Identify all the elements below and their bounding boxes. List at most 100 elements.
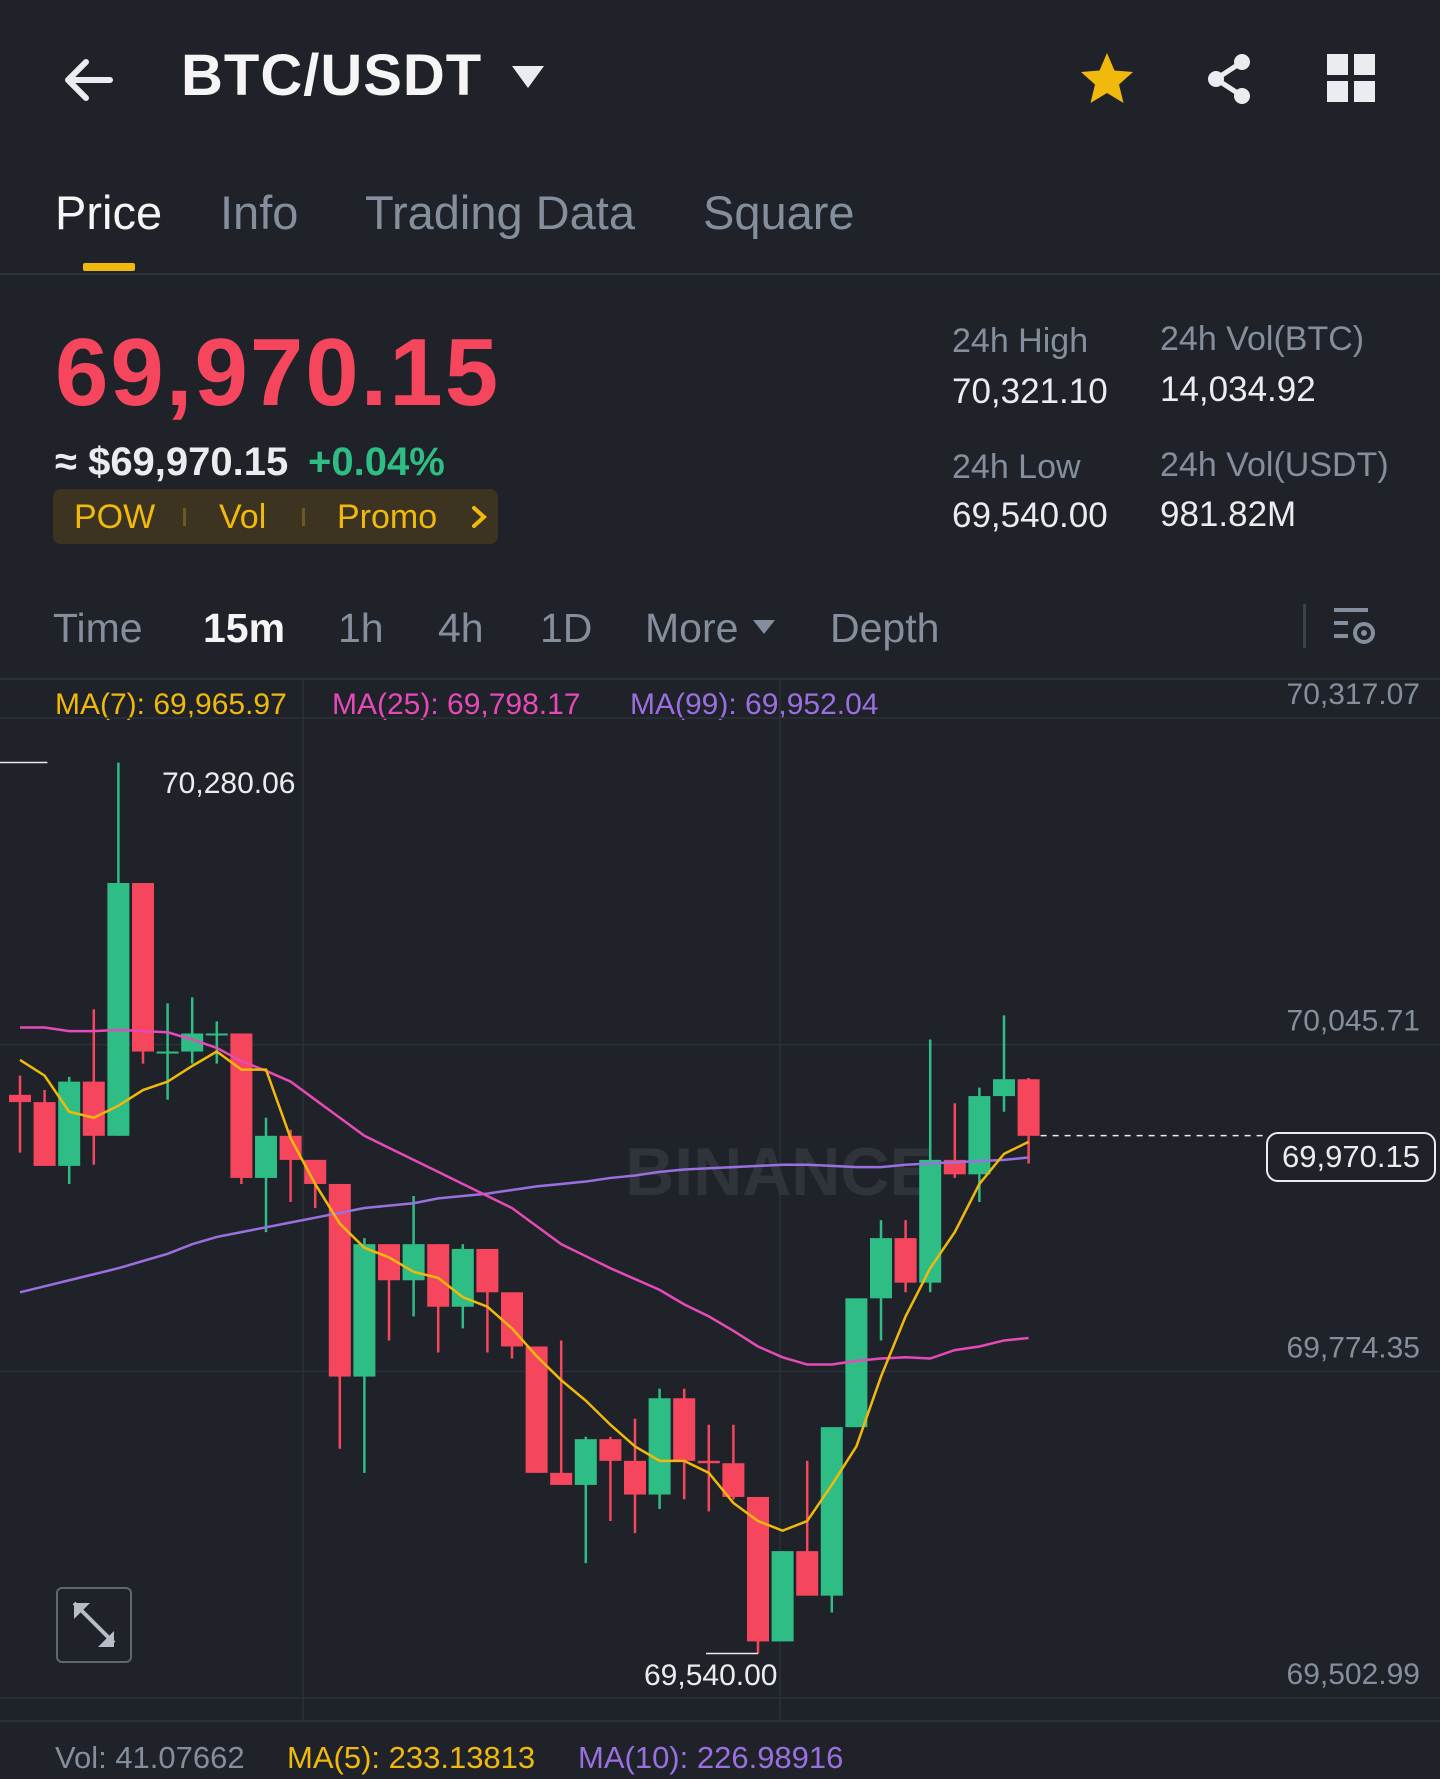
candle: [279, 1129, 302, 1203]
stat-24h-low-label: 24h Low: [952, 448, 1081, 486]
candle: [353, 1238, 376, 1473]
star-icon[interactable]: [1078, 50, 1136, 108]
candle: [501, 1292, 523, 1359]
low-price-marker-label: 69,540.00: [644, 1659, 778, 1692]
current-price-tag-value: 69,970.15: [1282, 1139, 1420, 1174]
candle: [648, 1388, 671, 1509]
candle: [574, 1436, 597, 1564]
candle: [820, 1427, 843, 1613]
candle: [796, 1460, 819, 1596]
candle: [132, 883, 154, 1064]
candle: [845, 1298, 868, 1428]
candle: [870, 1220, 892, 1341]
tab-price[interactable]: Price: [55, 186, 163, 239]
tab-square[interactable]: Square: [703, 186, 855, 239]
y-tick-label: 69,774.35: [1287, 1331, 1420, 1364]
price-markers: [0, 761, 1266, 1655]
chevron-right-icon[interactable]: [470, 505, 488, 529]
candlestick-chart[interactable]: BINANCE 70,317.07 70,045.71 69,774.35 69,50…: [0, 680, 1440, 1720]
expand-chart-button[interactable]: [56, 1587, 132, 1663]
interval-time[interactable]: Time: [53, 605, 143, 651]
candle: [476, 1248, 499, 1353]
candle: [673, 1388, 696, 1500]
candle: [255, 1117, 277, 1233]
candle: [9, 1075, 31, 1153]
interval-15m[interactable]: 15m: [203, 605, 286, 651]
binance-watermark: BINANCE: [625, 1134, 935, 1210]
volume-ma10-legend: MA(10): 226.98916: [578, 1740, 844, 1775]
approx-usd-price: ≈ $69,970.15: [55, 440, 289, 484]
ma7-line: [19, 1050, 1030, 1533]
interval-depth[interactable]: Depth: [830, 605, 940, 651]
tag-separator: [302, 508, 305, 526]
y-tick-label: 69,502.99: [1287, 1658, 1420, 1691]
candle: [624, 1418, 646, 1534]
tab-info[interactable]: Info: [220, 186, 299, 239]
chart-settings-icon[interactable]: [1332, 603, 1378, 649]
price-change-percent: +0.04%: [308, 440, 445, 484]
stat-24h-vol-usdt-value: 981.82M: [1160, 495, 1297, 534]
candle: [205, 1021, 228, 1064]
candle: [771, 1551, 794, 1642]
chart-grid: [0, 680, 1440, 1720]
interval-4h[interactable]: 4h: [438, 605, 484, 651]
grid-icon[interactable]: [1325, 52, 1377, 104]
tag-pow[interactable]: POW: [74, 498, 156, 536]
candle: [697, 1424, 720, 1512]
ma25-legend: MA(25): 69,798.17: [332, 688, 581, 721]
volume-ma5-legend: MA(5): 233.13813: [287, 1740, 536, 1775]
current-price-tag[interactable]: 69,970.15: [1266, 1132, 1436, 1182]
y-tick-label: 70,317.07: [1287, 680, 1420, 711]
stat-24h-low-value: 69,540.00: [952, 496, 1108, 535]
candle: [525, 1346, 548, 1473]
back-arrow-icon[interactable]: [58, 48, 122, 112]
candles: [9, 762, 1040, 1654]
candle: [82, 1009, 105, 1165]
tag-vol[interactable]: Vol: [219, 498, 267, 536]
interval-1h[interactable]: 1h: [338, 605, 384, 651]
candle: [599, 1436, 622, 1522]
candle: [58, 1076, 81, 1184]
candle: [747, 1496, 769, 1654]
share-icon[interactable]: [1200, 50, 1258, 108]
candle: [107, 762, 130, 1136]
stat-24h-high-label: 24h High: [952, 322, 1089, 360]
stat-24h-high-value: 70,321.10: [952, 372, 1108, 411]
candle: [894, 1220, 917, 1293]
candle: [722, 1424, 745, 1500]
tag-separator: [183, 508, 186, 526]
tags-bar[interactable]: [53, 489, 498, 544]
candle: [943, 1103, 966, 1178]
interval-separator: [1303, 604, 1306, 648]
stat-24h-vol-btc-label: 24h Vol(BTC): [1160, 320, 1365, 358]
interval-divider: [0, 678, 1440, 680]
caret-down-icon[interactable]: [752, 618, 776, 636]
volume-legend: Vol: 41.07662: [55, 1740, 245, 1775]
candle: [328, 1183, 351, 1449]
expand-icon: [72, 1601, 116, 1647]
ma25-line: [20, 1026, 1029, 1366]
candle: [427, 1244, 450, 1353]
tabs-divider: [0, 273, 1440, 275]
tab-trading-data[interactable]: Trading Data: [365, 186, 635, 239]
volume-divider: [0, 1720, 1440, 1722]
stat-24h-vol-usdt-label: 24h Vol(USDT): [1160, 446, 1389, 484]
interval-1d[interactable]: 1D: [540, 605, 593, 651]
candle: [402, 1195, 425, 1317]
ma-lines: [19, 1026, 1030, 1533]
candle: [156, 1003, 179, 1100]
candle: [919, 1039, 942, 1293]
high-price-marker-label: 70,280.06: [162, 767, 296, 800]
tag-promo[interactable]: Promo: [337, 498, 438, 536]
last-price: 69,970.15: [55, 319, 501, 426]
candle: [33, 1090, 56, 1166]
interval-more[interactable]: More: [645, 605, 739, 651]
pair-title[interactable]: BTC/USDT: [181, 43, 483, 108]
candle: [1017, 1078, 1040, 1164]
y-axis-ticks: 70,317.07 70,045.71 69,774.35 69,502.99: [1287, 680, 1420, 1691]
candle: [181, 997, 204, 1064]
active-tab-indicator: [83, 263, 135, 271]
caret-down-icon[interactable]: [510, 62, 546, 92]
candle: [550, 1340, 573, 1485]
y-tick-label: 70,045.71: [1287, 1005, 1420, 1038]
